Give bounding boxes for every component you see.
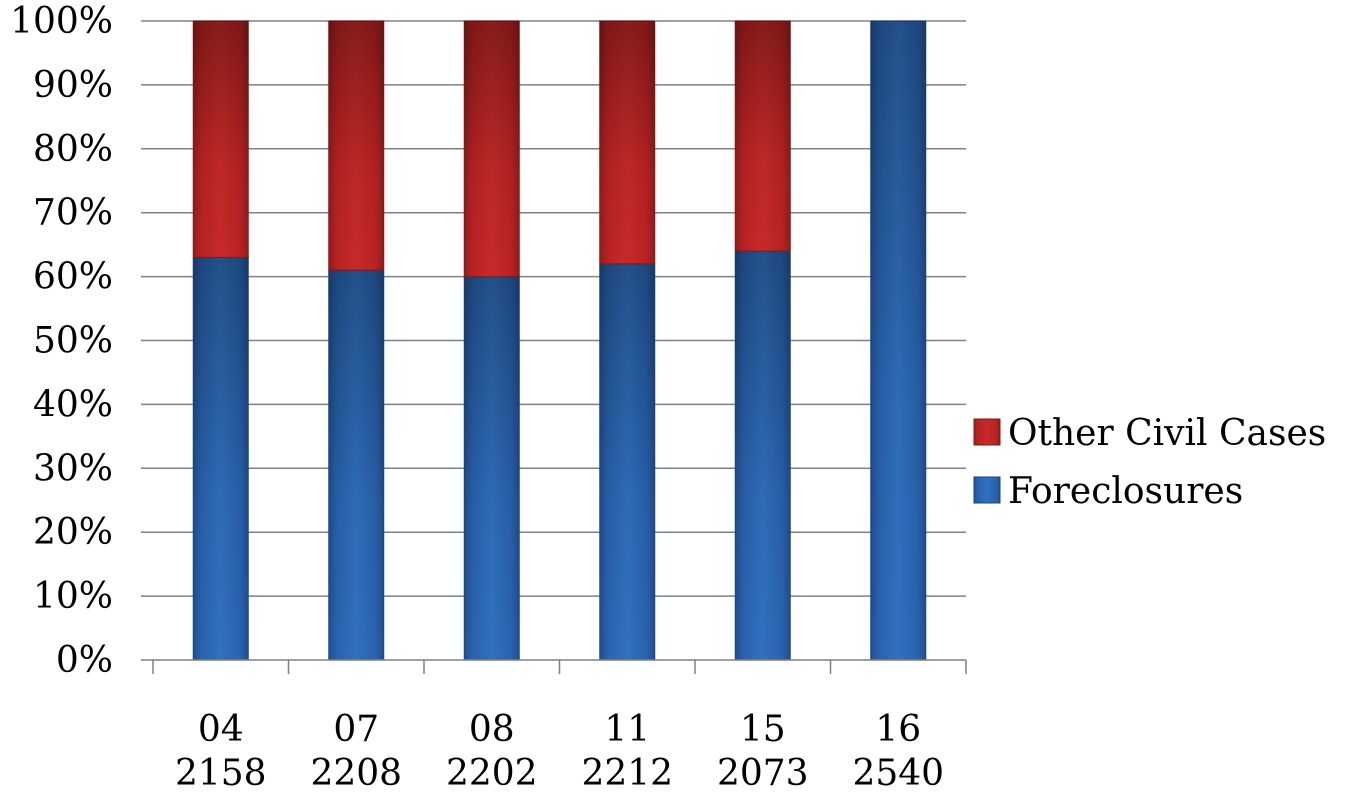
y-tick-label: 90% bbox=[33, 65, 113, 106]
bar-foreclosures bbox=[329, 270, 384, 660]
legend-label: Foreclosures bbox=[1008, 471, 1243, 512]
x-category-label: 16 2540 bbox=[852, 709, 944, 794]
bar-foreclosures bbox=[735, 251, 790, 660]
bar-other-civil-cases bbox=[600, 21, 655, 264]
x-category-label: 04 2158 bbox=[175, 709, 267, 794]
y-tick-label: 80% bbox=[33, 129, 113, 170]
legend-item-other-civil-cases: Other Civil Cases bbox=[974, 413, 1326, 454]
bar-foreclosures bbox=[600, 264, 655, 660]
y-tick-label: 60% bbox=[33, 257, 113, 298]
bar-foreclosures bbox=[871, 21, 926, 660]
bar-foreclosures bbox=[193, 257, 248, 660]
y-tick-label: 40% bbox=[33, 384, 113, 425]
legend-swatch bbox=[974, 477, 1000, 503]
y-tick-label: 70% bbox=[33, 193, 113, 234]
y-tick-label: 50% bbox=[33, 321, 113, 362]
x-category-label: 11 2212 bbox=[581, 709, 673, 794]
x-category-label: 08 2202 bbox=[446, 709, 538, 794]
x-category-label: 15 2073 bbox=[717, 709, 809, 794]
bar-other-civil-cases bbox=[464, 21, 519, 277]
bar-foreclosures bbox=[464, 277, 519, 660]
gridlines bbox=[141, 21, 966, 596]
bar-other-civil-cases bbox=[735, 21, 790, 251]
bar-other-civil-cases bbox=[193, 21, 248, 257]
y-tick-label: 0% bbox=[56, 640, 113, 681]
legend-label: Other Civil Cases bbox=[1008, 413, 1326, 454]
x-axis bbox=[141, 660, 966, 674]
x-category-label: 07 2208 bbox=[310, 709, 402, 794]
y-tick-label: 30% bbox=[33, 448, 113, 489]
bar-other-civil-cases bbox=[329, 21, 384, 270]
y-tick-label: 10% bbox=[33, 576, 113, 617]
legend-swatch bbox=[974, 419, 1000, 445]
y-tick-label: 100% bbox=[10, 1, 113, 42]
x-axis-category-labels: 04 2158 07 2208 08 2202 11 2212 15 2073 16 2540 bbox=[175, 709, 944, 794]
y-axis-tick-labels: 0% 10% 20% 30% 40% 50% 60% 70% 80% 90% 100% bbox=[10, 1, 113, 681]
y-tick-label: 20% bbox=[33, 512, 113, 553]
legend: Other Civil Cases Foreclosures bbox=[974, 413, 1326, 512]
legend-item-foreclosures: Foreclosures bbox=[974, 471, 1243, 512]
